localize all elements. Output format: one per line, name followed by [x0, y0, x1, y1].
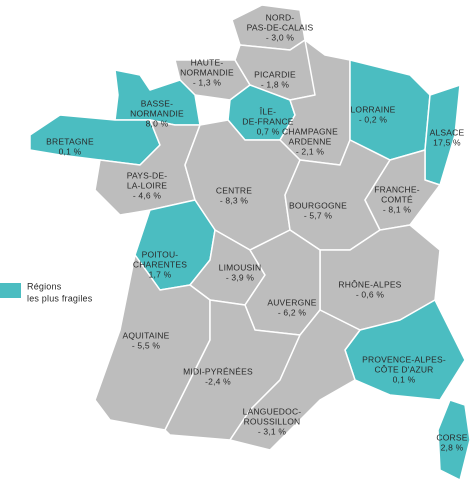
region-name: CÔTE D'AZUR [374, 364, 433, 374]
region-value: - 3,1 % [258, 426, 287, 436]
region-value: - 5,7 % [304, 210, 333, 220]
region-name: PICARDIE [254, 69, 296, 79]
region-value: - 5,5 % [132, 340, 161, 350]
region-name: BRETAGNE [46, 136, 94, 146]
region-value: - 4,6 % [133, 190, 162, 200]
region-name: PAYS-DE- [127, 170, 168, 180]
region-name: LANGUEDOC- [243, 406, 302, 416]
region-value: - 6,2 % [278, 307, 307, 317]
region-name: CORSE [436, 432, 467, 442]
region-value: - 3,9 % [226, 272, 255, 282]
region-name: NORMANDIE [180, 67, 234, 77]
region-name: PAS-DE-CALAIS [247, 22, 314, 32]
region-value: 0,7 % [257, 126, 280, 136]
region-value: - 0,6 % [356, 289, 385, 299]
region-name: HAUTE- [191, 57, 224, 67]
region-name: ALSACE [430, 127, 465, 137]
region-value: - 0,2 % [359, 114, 388, 124]
region-name: CENTRE [216, 185, 252, 195]
region-name: CHAMPAGNE [282, 126, 338, 136]
region-name: ÎLE- [259, 106, 276, 116]
legend-swatch [0, 283, 21, 298]
legend-label: Régions [27, 281, 62, 291]
region-name: ROUSSILLON [244, 416, 301, 426]
region-name: MIDI-PYRÉNÉES [183, 366, 253, 376]
region-value: 1,7 % [149, 269, 172, 279]
region-name: CHARENTES [133, 259, 187, 269]
region-value: - 8,1 % [383, 204, 412, 214]
legend-label: les plus fragiles [27, 293, 93, 303]
region-name: ARDENNE [289, 136, 332, 146]
region-name: POITOU- [142, 249, 179, 259]
region-name: NORD- [266, 12, 295, 22]
region [229, 309, 361, 451]
region-value: -2,4 % [205, 376, 231, 386]
region-name: BOURGOGNE [289, 200, 347, 210]
region-name: PROVENCE-ALPES- [362, 354, 446, 364]
region-name: NORMANDIE [130, 108, 184, 118]
region-value: 17,5 % [433, 137, 461, 147]
labels: NORD-PAS-DE-CALAIS- 3,0 %HAUTE-NORMANDIE… [46, 12, 467, 452]
region [437, 399, 471, 481]
region-name: DE-FRANCE [242, 116, 294, 126]
region-value: 0,1 % [59, 146, 82, 156]
region-value: - 1,8 % [261, 79, 290, 89]
region-value: 8,0 % [146, 118, 169, 128]
region-name: AQUITAINE [123, 330, 170, 340]
region-name: AUVERGNE [267, 297, 316, 307]
region-name: LA-LOIRE [127, 180, 167, 190]
region-value: - 1,3 % [193, 77, 222, 87]
region-name: LORRAINE [350, 104, 395, 114]
regions [29, 4, 471, 481]
region [364, 149, 441, 231]
region-name: COMTÉ [381, 194, 413, 204]
region-name: FRANCHE- [374, 184, 420, 194]
region-name: BASSE- [141, 98, 173, 108]
region-name: RHÔNE-ALPES [338, 279, 401, 289]
region-value: - 8,3 % [220, 195, 249, 205]
region-value: 2,8 % [441, 442, 464, 452]
region-value: - 2,1 % [296, 146, 325, 156]
region-name: LIMOUSIN [219, 262, 262, 272]
region-value: 0,1 % [393, 374, 416, 384]
region-value: - 3,0 % [266, 32, 295, 42]
